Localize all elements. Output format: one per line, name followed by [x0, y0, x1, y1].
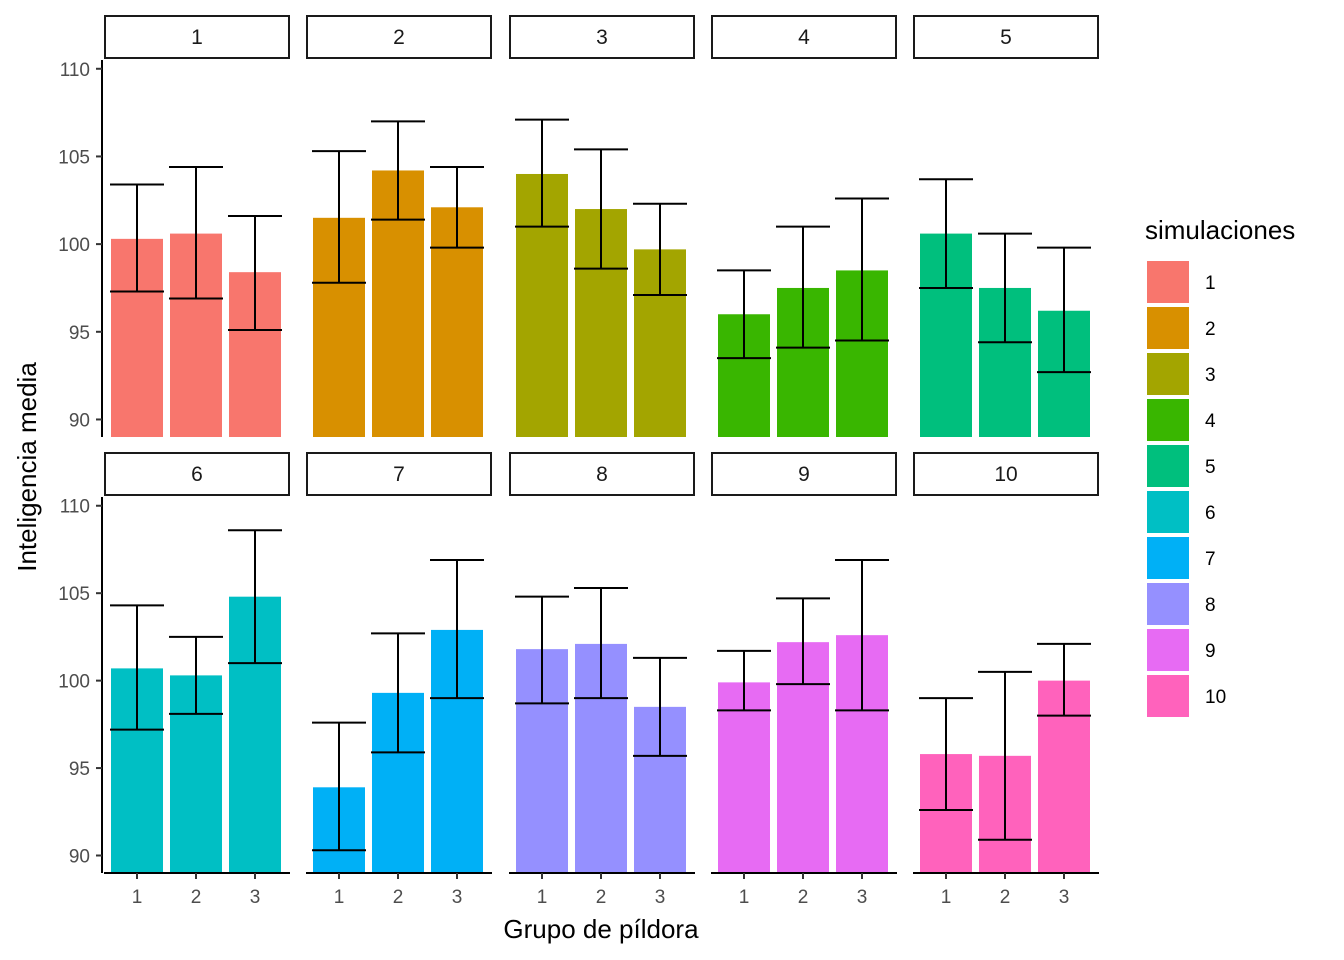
- bar: [718, 682, 770, 873]
- legend-key: [1147, 261, 1189, 303]
- strip-label: 1: [191, 26, 203, 49]
- legend-key: [1147, 491, 1189, 533]
- legend-key: [1147, 353, 1189, 395]
- legend-items: 1 2 3 4 5 6 7 8 9 10: [1147, 261, 1226, 717]
- strip-label: 2: [393, 26, 405, 49]
- strip-box: [509, 15, 695, 59]
- legend-label: 7: [1205, 549, 1216, 570]
- legend-label: 4: [1205, 411, 1216, 432]
- panel-1: 1 90 95 100 105 110: [58, 15, 290, 437]
- legend-key: [1147, 583, 1189, 625]
- legend: simulaciones 1 2 3 4 5 6 7 8 9 10: [1145, 215, 1295, 717]
- panel-5: 5: [913, 15, 1099, 437]
- y-tick-label: 110: [60, 497, 90, 518]
- y-tick-label: 110: [60, 60, 90, 81]
- strip-box: [104, 452, 290, 496]
- y-tick-label: 95: [69, 323, 90, 344]
- strip-box: [104, 15, 290, 59]
- legend-label: 8: [1205, 595, 1216, 616]
- x-tick-label: 3: [250, 887, 261, 908]
- x-tick-label: 1: [132, 887, 143, 908]
- x-tick-label: 2: [596, 887, 607, 908]
- strip-label: 8: [596, 463, 608, 486]
- legend-label: 5: [1205, 457, 1216, 478]
- panel-7: 7 1 2 3: [306, 452, 492, 908]
- y-tick-label: 100: [58, 672, 90, 693]
- strip-label: 3: [596, 26, 608, 49]
- strip-box: [711, 452, 897, 496]
- legend-key: [1147, 445, 1189, 487]
- x-tick-label: 3: [1059, 887, 1070, 908]
- x-tick-label: 3: [655, 887, 666, 908]
- legend-title: simulaciones: [1145, 215, 1295, 245]
- legend-label: 6: [1205, 503, 1216, 524]
- x-tick-label: 1: [941, 887, 952, 908]
- strip-label: 6: [191, 463, 203, 486]
- panel-10: 10 1 2 3: [913, 452, 1099, 908]
- legend-label: 3: [1205, 365, 1216, 386]
- strip-label: 5: [1000, 26, 1012, 49]
- strip-box: [306, 452, 492, 496]
- y-tick-label: 105: [58, 584, 90, 605]
- y-axis-title: Inteligencia media: [12, 362, 42, 572]
- x-tick-label: 1: [334, 887, 345, 908]
- strip-box: [509, 452, 695, 496]
- strip-box: [913, 452, 1099, 496]
- y-tick-label: 90: [69, 410, 90, 431]
- x-tick-label: 2: [393, 887, 404, 908]
- x-tick-label: 1: [537, 887, 548, 908]
- legend-key: [1147, 629, 1189, 671]
- strip-box: [711, 15, 897, 59]
- legend-key: [1147, 307, 1189, 349]
- legend-key: [1147, 537, 1189, 579]
- legend-key: [1147, 399, 1189, 441]
- strip-label: 10: [994, 463, 1017, 486]
- legend-label: 1: [1205, 273, 1216, 294]
- y-tick-label: 90: [69, 847, 90, 868]
- legend-label: 9: [1205, 641, 1216, 662]
- y-tick-label: 95: [69, 759, 90, 780]
- panel-3: 3: [509, 15, 695, 437]
- strip-label: 7: [393, 463, 405, 486]
- x-tick-label: 3: [857, 887, 868, 908]
- panel-9: 9 1 2 3: [711, 452, 897, 908]
- x-tick-label: 2: [191, 887, 202, 908]
- x-tick-label: 2: [798, 887, 809, 908]
- x-tick-label: 1: [739, 887, 750, 908]
- panel-6: 6 90 95 100 105 110 1 2 3: [58, 452, 290, 908]
- legend-label: 10: [1205, 687, 1226, 708]
- y-tick-label: 100: [58, 235, 90, 256]
- strip-box: [913, 15, 1099, 59]
- strip-box: [306, 15, 492, 59]
- legend-key: [1147, 675, 1189, 717]
- x-axis-title: Grupo de píldora: [503, 914, 699, 944]
- legend-label: 2: [1205, 319, 1216, 340]
- strip-label: 4: [798, 26, 810, 49]
- panel-4: 4: [711, 15, 897, 437]
- x-tick-label: 3: [452, 887, 463, 908]
- strip-label: 9: [798, 463, 810, 486]
- x-tick-label: 2: [1000, 887, 1011, 908]
- panel-2: 2: [306, 15, 492, 437]
- panel-8: 8 1 2 3: [509, 452, 695, 908]
- y-tick-label: 105: [58, 147, 90, 168]
